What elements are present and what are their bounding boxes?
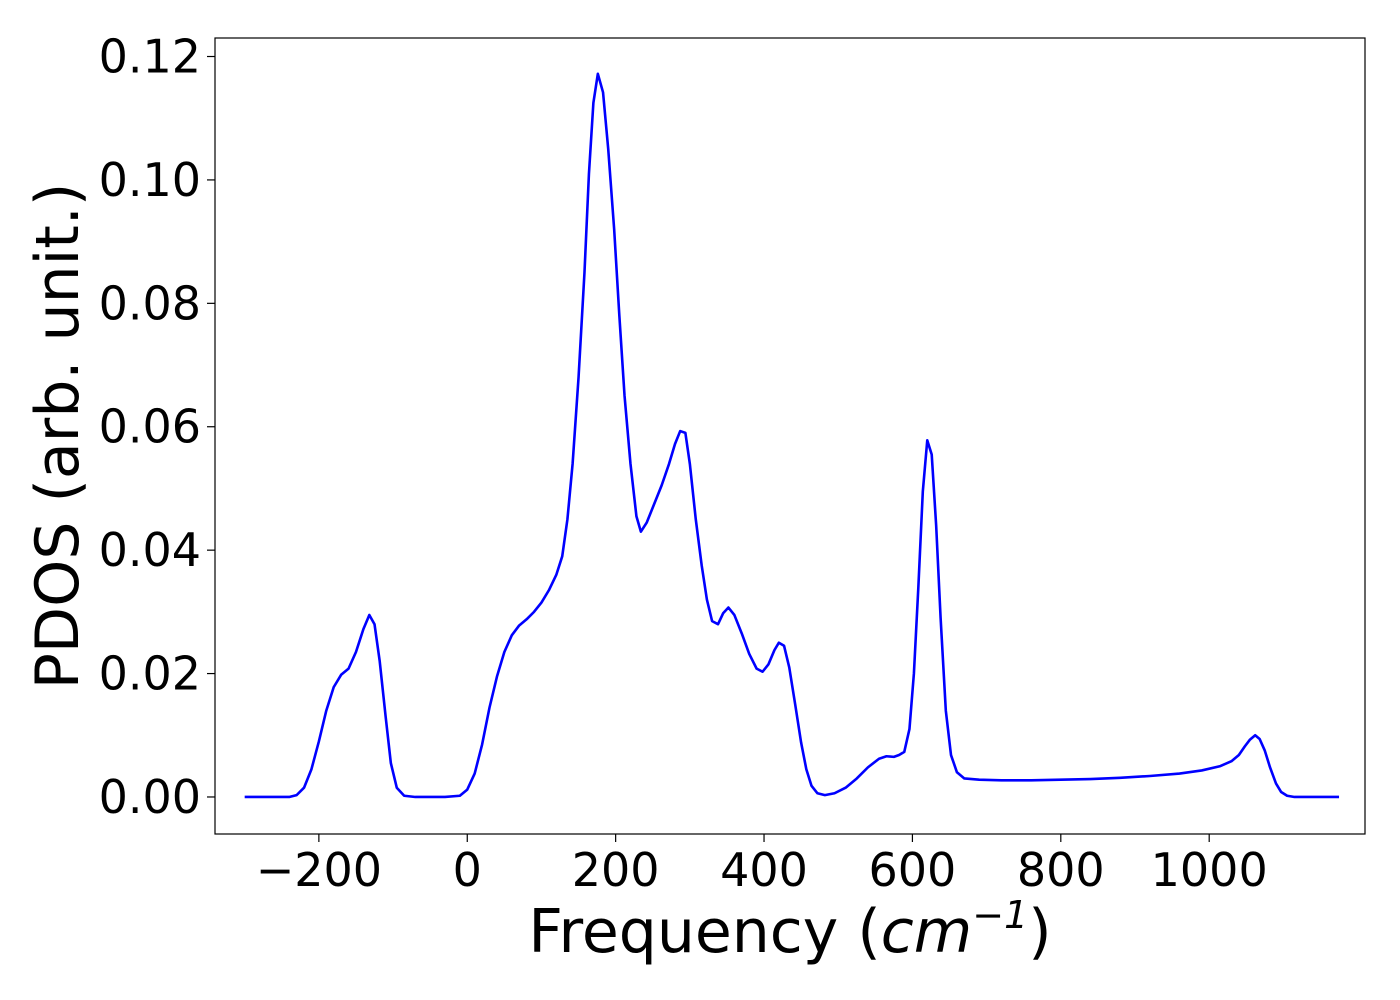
y-axis-ticks: 0.00 0.02 0.04 0.06 0.08 0.10 0.12 bbox=[99, 30, 215, 824]
x-tick-label: 0 bbox=[453, 843, 482, 897]
x-tick-label: 800 bbox=[1017, 843, 1105, 897]
x-tick-label: 400 bbox=[720, 843, 808, 897]
plot-area-background bbox=[215, 38, 1365, 834]
y-axis-label: PDOS (arb. unit.) bbox=[23, 183, 93, 690]
plot-frame bbox=[214, 37, 1366, 835]
y-tick-label: 0.00 bbox=[99, 770, 201, 824]
y-tick-label: 0.04 bbox=[99, 523, 201, 577]
y-tick-label: 0.02 bbox=[99, 647, 201, 701]
pdos-series-line-0 bbox=[244, 72, 1340, 799]
y-tick-label: 0.12 bbox=[99, 30, 201, 84]
x-axis-label-unit-exponent: −1 bbox=[972, 893, 1028, 937]
x-tick-label: 1000 bbox=[1151, 843, 1268, 897]
data-layer bbox=[244, 72, 1340, 799]
x-tick-label: −200 bbox=[256, 843, 382, 897]
y-tick-label: 0.08 bbox=[99, 276, 201, 330]
x-axis-label-text: Frequency bbox=[528, 897, 838, 967]
x-tick-label: 600 bbox=[869, 843, 957, 897]
x-axis-ticks: −200 0 200 400 600 800 1000 bbox=[256, 834, 1268, 897]
y-tick-label: 0.06 bbox=[99, 400, 201, 454]
x-axis-label: Frequency (cm−1) bbox=[528, 893, 1051, 967]
x-tick-label: 200 bbox=[572, 843, 660, 897]
y-tick-label: 0.10 bbox=[99, 153, 201, 207]
x-axis-label-unit: cm bbox=[881, 897, 972, 967]
